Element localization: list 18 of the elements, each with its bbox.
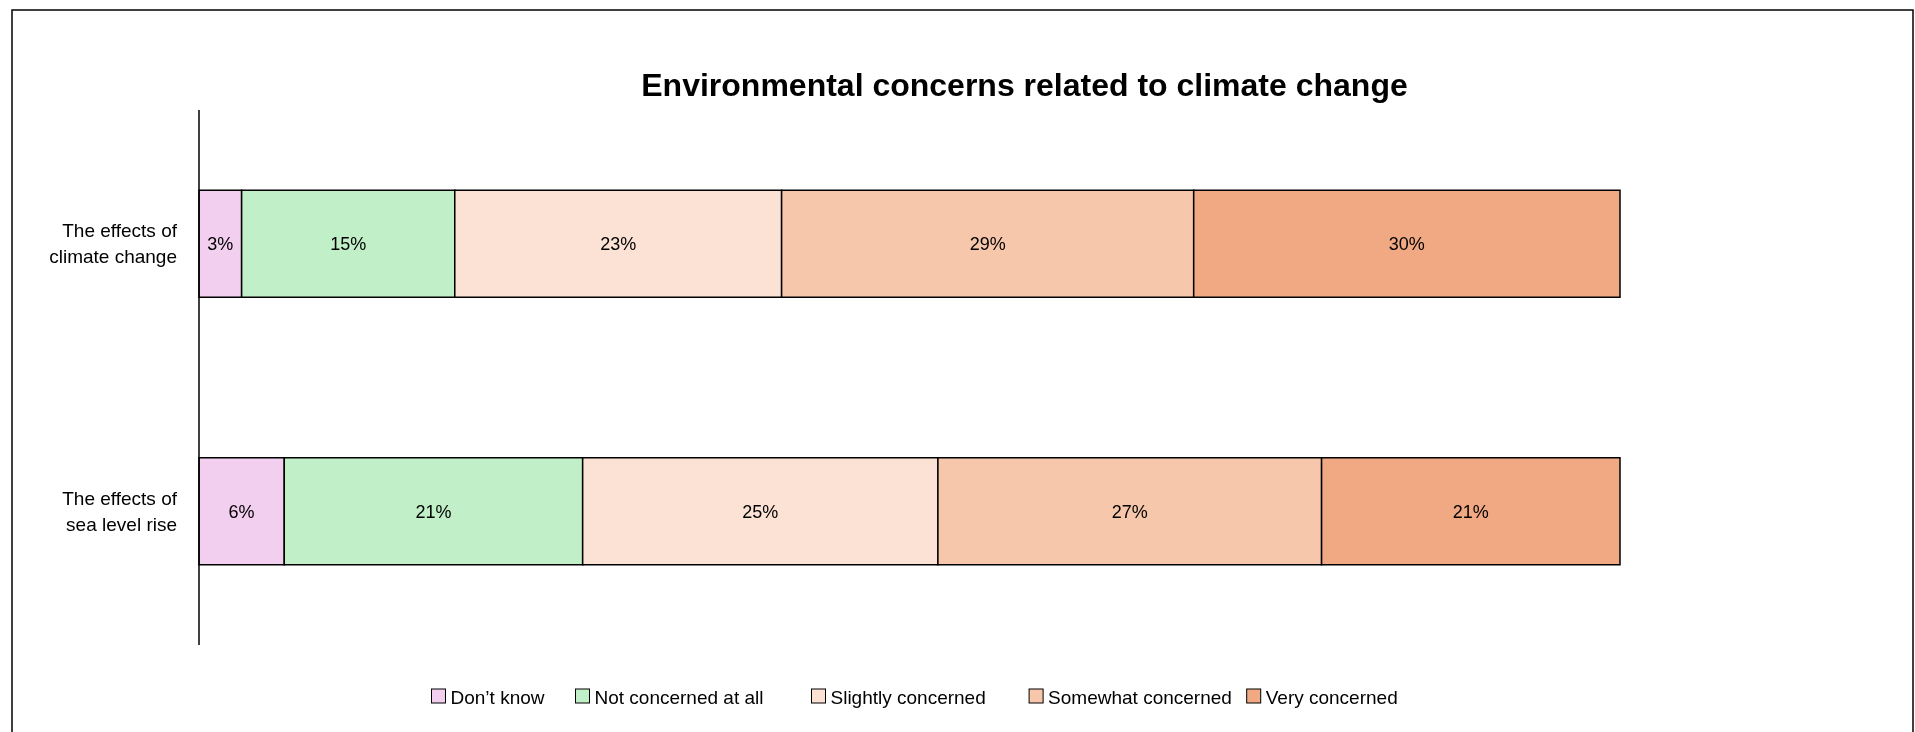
data-label: 21%	[415, 501, 452, 522]
legend-label: Somewhat concerned	[1048, 686, 1232, 708]
data-label: 21%	[1452, 501, 1489, 522]
data-label: 23%	[600, 234, 637, 255]
data-label: 27%	[1111, 501, 1148, 522]
chart-title: Environmental concerns related to climate change	[641, 67, 1408, 103]
data-label: 25%	[742, 501, 779, 522]
legend-label: Slightly concerned	[830, 686, 986, 708]
y-tick-label: The effects of climate change	[49, 220, 178, 268]
data-label: 30%	[1388, 234, 1425, 255]
data-label: 15%	[330, 234, 367, 255]
data-label: 6%	[228, 501, 255, 522]
data-label: 29%	[969, 234, 1006, 255]
legend-label: Very concerned	[1265, 686, 1398, 708]
legend-label: Not concerned at all	[594, 686, 764, 708]
data-label: 3%	[207, 234, 234, 255]
legend-label: Don’t know	[450, 686, 545, 708]
y-tick-label: The effects of sea level rise	[62, 487, 178, 535]
